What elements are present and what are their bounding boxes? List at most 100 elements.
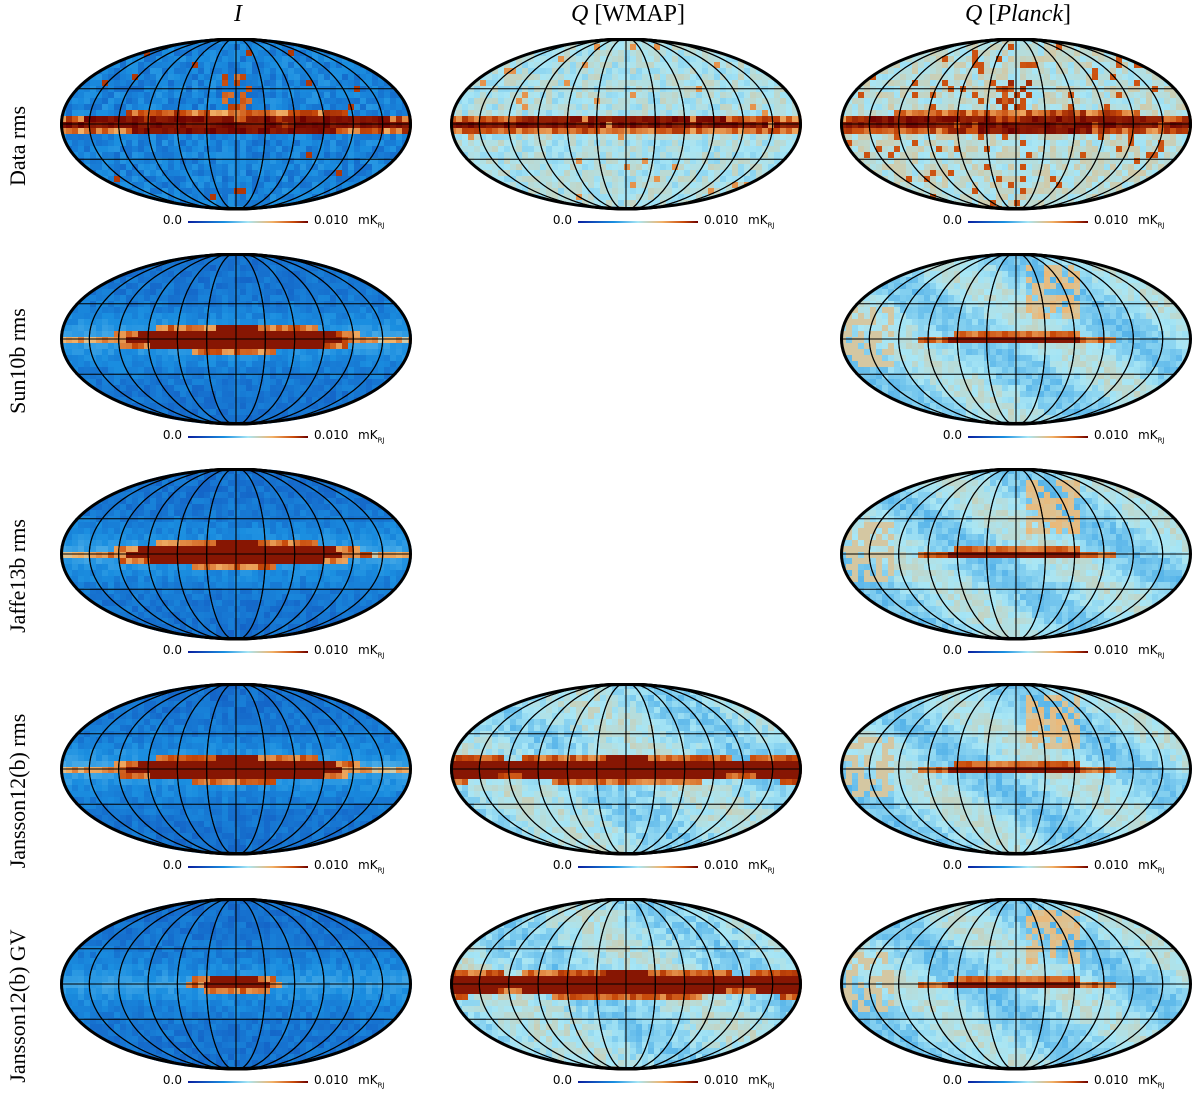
column-header-bracket-close: ]: [1063, 1, 1071, 27]
mollweide-map: [448, 683, 804, 861]
colorbar-gradient: [188, 1081, 308, 1083]
colorbar-unit: mKRJ: [1138, 213, 1165, 229]
colorbar-gradient: [188, 436, 308, 438]
colorbar-gradient: [578, 1081, 698, 1083]
mollweide-map-panel: 0.0 0.010 mKRJ: [838, 683, 1198, 898]
column-header-Q-planck: Q [Planck]: [838, 0, 1198, 28]
colorbar-max: 0.010: [314, 1073, 348, 1087]
column-header-symbol: I: [234, 1, 242, 27]
colorbar-unit: mKRJ: [358, 1073, 385, 1089]
colorbar-max: 0.010: [314, 858, 348, 872]
colorbar-max: 0.010: [1094, 213, 1128, 227]
colorbar: 0.0 0.010 mKRJ: [838, 643, 1198, 669]
colorbar: 0.0 0.010 mKRJ: [58, 643, 418, 669]
colorbar-max: 0.010: [704, 858, 738, 872]
colorbar-min: 0.0: [148, 1073, 182, 1087]
mollweide-map: [448, 898, 804, 1076]
colorbar-min: 0.0: [928, 213, 962, 227]
colorbar-unit: mKRJ: [1138, 1073, 1165, 1089]
colorbar-unit: mKRJ: [1138, 858, 1165, 874]
mollweide-map-panel: 0.0 0.010 mKRJ: [58, 253, 418, 468]
column-header-symbol: Q: [571, 1, 588, 27]
colorbar-max: 0.010: [314, 643, 348, 657]
colorbar: 0.0 0.010 mKRJ: [58, 428, 418, 454]
colorbar-gradient: [968, 1081, 1088, 1083]
colorbar: 0.0 0.010 mKRJ: [838, 858, 1198, 884]
row-header-sun10b-rms: Sun10b rms: [0, 253, 36, 468]
colorbar-min: 0.0: [148, 858, 182, 872]
colorbar-gradient: [968, 436, 1088, 438]
mollweide-map: [58, 683, 414, 861]
mollweide-map-panel: 0.0 0.010 mKRJ: [58, 38, 418, 253]
row-header-jaffe13b-rms: Jaffe13b rms: [0, 468, 36, 683]
colorbar-max: 0.010: [1094, 858, 1128, 872]
colorbar-unit: mKRJ: [748, 1073, 775, 1089]
mollweide-map: [448, 38, 804, 216]
mollweide-map: [838, 253, 1194, 431]
mollweide-map: [838, 898, 1194, 1076]
row-label: Sun10b rms: [5, 308, 31, 414]
colorbar-max: 0.010: [314, 213, 348, 227]
colorbar-max: 0.010: [1094, 428, 1128, 442]
colorbar-unit: mKRJ: [1138, 643, 1165, 659]
column-header-suffix-italic: Planck: [996, 1, 1063, 27]
colorbar-gradient: [968, 866, 1088, 868]
row-label: Jansson12(b) rms: [5, 713, 31, 868]
colorbar-unit: mKRJ: [748, 213, 775, 229]
colorbar-min: 0.0: [928, 643, 962, 657]
colorbar: 0.0 0.010 mKRJ: [58, 213, 418, 239]
mollweide-map: [58, 898, 414, 1076]
colorbar-unit: mKRJ: [358, 643, 385, 659]
colorbar-gradient: [968, 221, 1088, 223]
mollweide-map: [58, 468, 414, 646]
colorbar-unit: mKRJ: [358, 213, 385, 229]
colorbar-min: 0.0: [928, 428, 962, 442]
row-label: Data rms: [5, 105, 31, 185]
colorbar: 0.0 0.010 mKRJ: [58, 1073, 418, 1099]
colorbar-min: 0.0: [538, 213, 572, 227]
colorbar-gradient: [968, 651, 1088, 653]
mollweide-map-panel: 0.0 0.010 mKRJ: [838, 38, 1198, 253]
colorbar-max: 0.010: [704, 213, 738, 227]
column-header-bracket-open: [: [982, 1, 996, 27]
column-header-I: I: [58, 0, 418, 28]
colorbar-gradient: [578, 866, 698, 868]
mollweide-map: [838, 468, 1194, 646]
colorbar-max: 0.010: [704, 1073, 738, 1087]
mollweide-map: [838, 38, 1194, 216]
colorbar-max: 0.010: [1094, 1073, 1128, 1087]
column-header-suffix: [WMAP]: [588, 1, 685, 27]
colorbar-min: 0.0: [928, 858, 962, 872]
row-header-jansson12b-rms: Jansson12(b) rms: [0, 683, 36, 898]
colorbar-unit: mKRJ: [748, 858, 775, 874]
colorbar-min: 0.0: [148, 213, 182, 227]
column-header-symbol: Q: [965, 1, 982, 27]
colorbar-max: 0.010: [1094, 643, 1128, 657]
mollweide-map: [58, 253, 414, 431]
row-label: Jansson12(b) GV: [5, 929, 31, 1082]
colorbar: 0.0 0.010 mKRJ: [838, 213, 1198, 239]
colorbar-max: 0.010: [314, 428, 348, 442]
mollweide-map-panel: 0.0 0.010 mKRJ: [448, 38, 808, 253]
colorbar: 0.0 0.010 mKRJ: [448, 213, 808, 239]
colorbar-min: 0.0: [148, 643, 182, 657]
mollweide-map-panel: 0.0 0.010 mKRJ: [58, 898, 418, 1113]
colorbar-gradient: [578, 221, 698, 223]
colorbar-gradient: [188, 651, 308, 653]
mollweide-map-panel: 0.0 0.010 mKRJ: [58, 468, 418, 683]
colorbar-min: 0.0: [148, 428, 182, 442]
row-header-jansson12b-gv: Jansson12(b) GV: [0, 898, 36, 1113]
row-header-data-rms: Data rms: [0, 38, 36, 253]
mollweide-map: [58, 38, 414, 216]
colorbar-unit: mKRJ: [358, 428, 385, 444]
column-header-Q-wmap: Q [WMAP]: [448, 0, 808, 28]
